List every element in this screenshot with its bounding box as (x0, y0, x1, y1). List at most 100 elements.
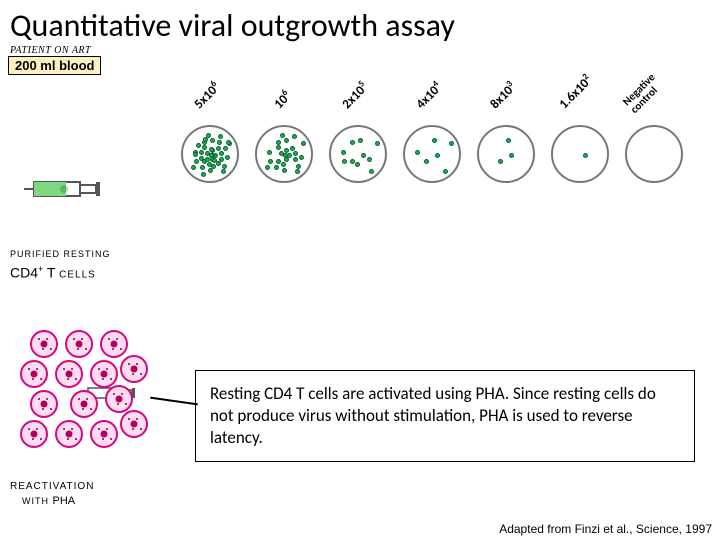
cell-dot (432, 138, 437, 143)
cell-dot (221, 169, 226, 174)
nucleus-dot (66, 371, 73, 378)
cell-dot (342, 159, 347, 164)
cd4-cell (120, 355, 148, 383)
cell-dot (358, 138, 363, 143)
petri-dish (477, 125, 535, 183)
nucleus-dot (66, 431, 73, 438)
cd4-cell (55, 360, 83, 388)
dilution-label: 1.6x102 (555, 71, 605, 121)
cell-dot (223, 146, 228, 151)
dilution-3: 4x104 (402, 95, 462, 183)
dilution-label: 8x103 (486, 78, 529, 121)
cell-dot (415, 150, 420, 155)
nucleus-dot (111, 341, 118, 348)
cell-dot (506, 138, 511, 143)
cell-dot (293, 151, 298, 156)
cell-dot (191, 165, 196, 170)
cell-dot (296, 164, 301, 169)
nucleus-dot (41, 401, 48, 408)
cell-dot (301, 141, 306, 146)
nucleus-dot (31, 371, 38, 378)
cd4-cell (105, 385, 133, 413)
cell-dot (203, 137, 208, 142)
citation: Adapted from Finzi et al., Science, 1997 (499, 522, 712, 536)
page-title: Quantitative viral outgrowth assay (0, 0, 720, 45)
cell-dot (367, 157, 372, 162)
cell-dot (201, 172, 206, 177)
dilution-5: 1.6x102 (550, 95, 610, 183)
nucleus-dot (131, 366, 138, 373)
nucleus-dot (81, 401, 88, 408)
cell-dot (211, 164, 216, 169)
cell-dot (293, 157, 298, 162)
cell-dot (375, 141, 380, 146)
cell-dot (280, 133, 285, 138)
cell-dot (355, 162, 360, 167)
petri-dish (551, 125, 609, 183)
cd4-cell (90, 360, 118, 388)
cell-dot (341, 150, 346, 155)
dilution-0: 5x106 (180, 95, 240, 183)
cell-dot (216, 161, 221, 166)
nucleus-dot (101, 431, 108, 438)
petri-dish (329, 125, 387, 183)
cell-dot (361, 153, 366, 158)
dilution-2: 2x105 (328, 95, 388, 183)
cd4-cell (55, 420, 83, 448)
cd4-cell (20, 420, 48, 448)
blood-label: 200 ml blood (8, 56, 101, 75)
cell-dot (199, 156, 204, 161)
cell-dot (424, 159, 429, 164)
cell-dot (299, 155, 304, 160)
cd4-cell (30, 390, 58, 418)
cell-dot (265, 165, 270, 170)
dilution-row: 5x1061062x1054x1048x1031.6x102Negativeco… (180, 95, 720, 183)
cd4-cell (70, 390, 98, 418)
dilution-4: 8x103 (476, 95, 536, 183)
cell-dot (276, 145, 281, 150)
petri-dish (403, 125, 461, 183)
cell-dot (199, 150, 204, 155)
dilution-label: Negativecontrol (621, 71, 671, 121)
cell-dot (202, 145, 207, 150)
cell-dot (449, 141, 454, 146)
cell-dot (217, 140, 222, 145)
purified-label: PURIFIED RESTING (10, 248, 111, 260)
petri-dish (255, 125, 313, 183)
dilution-label: 106 (270, 87, 304, 121)
syringe-icon (24, 170, 114, 210)
cell-dot (498, 159, 503, 164)
cell-dot (509, 153, 514, 158)
dilution-label: 2x105 (338, 78, 381, 121)
petri-dish (181, 125, 239, 183)
cell-dot (281, 162, 286, 167)
dilution-1: 106 (254, 95, 314, 183)
cd4-cell (120, 410, 148, 438)
nucleus-dot (31, 431, 38, 438)
nucleus-dot (41, 341, 48, 348)
cell-dot (295, 169, 300, 174)
nucleus-dot (101, 371, 108, 378)
cell-dot (268, 159, 273, 164)
cd4-cell (20, 360, 48, 388)
cell-dot (435, 153, 440, 158)
cell-dot (219, 151, 224, 156)
cell-dot (210, 138, 215, 143)
cell-dot (583, 153, 588, 158)
callout-box: Resting CD4 T cells are activated using … (195, 370, 695, 462)
cell-dot (225, 155, 230, 160)
cell-dot (222, 164, 227, 169)
dilution-label: 5x106 (190, 78, 233, 121)
cd4-cell (65, 330, 93, 358)
dilution-6: Negativecontrol (624, 95, 684, 183)
cd4-cell (90, 420, 118, 448)
reactivation-label: REACTIVATION (10, 481, 94, 492)
cell-dot (350, 140, 355, 145)
cell-dot (218, 134, 223, 139)
petri-dish (625, 125, 683, 183)
cell-dot (284, 138, 289, 143)
cell-dot (267, 150, 272, 155)
cell-dot (274, 165, 279, 170)
cd4-label: CD4+ T CELLS (10, 264, 96, 281)
nucleus-dot (76, 341, 83, 348)
